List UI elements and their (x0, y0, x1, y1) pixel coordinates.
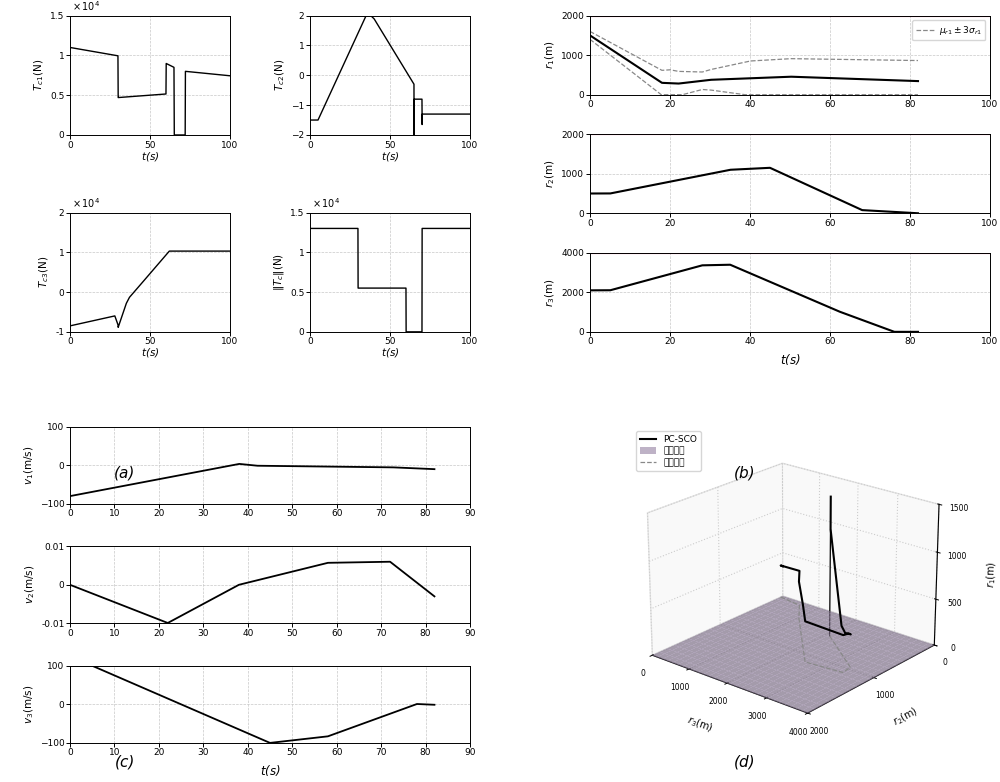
X-axis label: $t$(s): $t$(s) (381, 149, 399, 163)
Text: $\times\,10^4$: $\times\,10^4$ (72, 196, 100, 210)
Legend: $\mu_{r1}\pm 3\sigma_{r1}$: $\mu_{r1}\pm 3\sigma_{r1}$ (912, 20, 985, 41)
Text: $\times\,10^4$: $\times\,10^4$ (72, 0, 100, 13)
X-axis label: $t$(s): $t$(s) (381, 346, 399, 360)
Text: (b): (b) (734, 465, 756, 480)
Y-axis label: $r_2$(m): $r_2$(m) (544, 160, 557, 188)
X-axis label: $t$(s): $t$(s) (780, 352, 800, 367)
Y-axis label: $v_3$(m/s): $v_3$(m/s) (22, 685, 36, 724)
X-axis label: $r_3$(m): $r_3$(m) (685, 713, 715, 735)
X-axis label: $t$(s): $t$(s) (260, 763, 280, 778)
Y-axis label: $r_3$(m): $r_3$(m) (544, 278, 557, 307)
Y-axis label: $v_2$(m/s): $v_2$(m/s) (23, 565, 37, 604)
X-axis label: $t$(s): $t$(s) (141, 149, 159, 163)
Y-axis label: $T_{c3}$(N): $T_{c3}$(N) (38, 256, 51, 289)
Y-axis label: $\|T_c\|$(N): $\|T_c\|$(N) (272, 253, 286, 291)
Y-axis label: $T_{c1}$(N): $T_{c1}$(N) (32, 59, 46, 91)
Text: $\times\,10^4$: $\times\,10^4$ (312, 196, 340, 210)
Y-axis label: $r_2$(m): $r_2$(m) (890, 704, 920, 729)
Text: (d): (d) (734, 755, 756, 769)
Text: (c): (c) (115, 755, 135, 769)
Text: (a): (a) (114, 465, 136, 480)
X-axis label: $t$(s): $t$(s) (141, 346, 159, 360)
Y-axis label: $T_{c2}$(N): $T_{c2}$(N) (273, 59, 287, 91)
Y-axis label: $r_1$(m): $r_1$(m) (544, 41, 557, 70)
Y-axis label: $v_1$(m/s): $v_1$(m/s) (22, 446, 36, 485)
Legend: PC-SCO, 滑面约束, 轨迹曲线: PC-SCO, 滑面约束, 轨迹曲线 (636, 431, 701, 471)
